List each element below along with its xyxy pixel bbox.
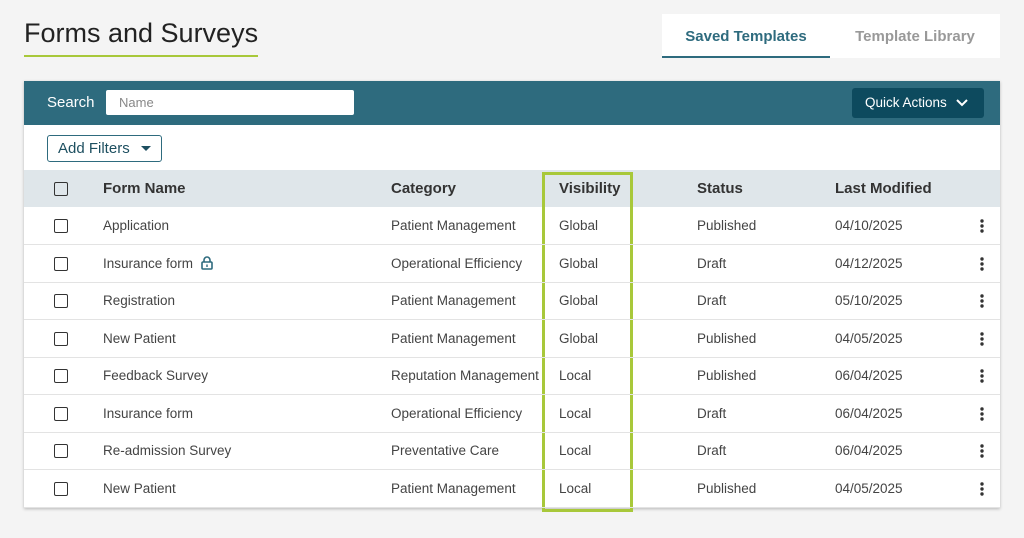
table-cell: New Patient	[103, 330, 176, 346]
row-menu[interactable]	[980, 368, 984, 389]
table-cell: 05/10/2025	[835, 293, 903, 308]
table-panel: Search Name Quick Actions Add Filters Fo…	[24, 81, 1000, 512]
title-underline	[24, 55, 258, 57]
checkbox[interactable]	[54, 219, 68, 233]
checkbox[interactable]	[54, 481, 68, 496]
add-filters[interactable]: Add Filters	[47, 135, 162, 162]
table-cell: Local	[559, 405, 592, 421]
column-header[interactable]: Form Name	[103, 180, 186, 197]
table-cell: New Patient	[103, 480, 176, 496]
search-input[interactable]: Name	[106, 90, 354, 115]
toolbar: Search Name Quick Actions	[24, 81, 1000, 125]
table-cell: Insurance form	[103, 255, 194, 271]
quick-actions[interactable]: Quick Actions	[852, 88, 984, 118]
table-row: Feedback Survey Reputation Management Loca…	[24, 357, 1000, 395]
search-label: Search	[47, 94, 95, 111]
column-header[interactable]: Category	[391, 180, 457, 197]
row-menu[interactable]	[980, 293, 984, 314]
table-cell: Local	[559, 480, 592, 496]
table-cell: Draft	[697, 293, 727, 308]
table-row: New Patient Patient Management Global Publi…	[24, 320, 1000, 358]
table-cell: 04/05/2025	[835, 330, 903, 346]
column-header[interactable]: Status	[697, 180, 743, 197]
table-cell: Insurance form	[103, 405, 194, 421]
tab[interactable]: Template Library	[855, 28, 975, 45]
table-cell: Registration	[103, 293, 176, 308]
placeholder: Name	[119, 95, 154, 110]
page-title: Forms and Surveys	[24, 18, 259, 48]
table-cell: Operational Efficiency	[391, 255, 523, 271]
checkbox[interactable]	[54, 444, 68, 458]
row-menu[interactable]	[980, 331, 984, 352]
table-cell: Patient Management	[391, 480, 516, 496]
column-header[interactable]: Last Modified	[835, 180, 932, 197]
table-cell: 06/04/2025	[835, 443, 903, 458]
table-cell: Local	[559, 368, 592, 383]
header-row: Form Name Category Visibility Status Last Mo…	[24, 170, 1000, 207]
lock-icon	[201, 255, 213, 275]
checkbox[interactable]	[54, 406, 68, 421]
column-header[interactable]: Visibility	[559, 180, 621, 197]
table-cell: 04/05/2025	[835, 480, 903, 496]
table-cell: Published	[697, 330, 757, 346]
table-cell: 06/04/2025	[835, 368, 903, 383]
table-cell: Local	[559, 443, 592, 458]
table-cell: Patient Management	[391, 293, 516, 308]
button-label: Quick Actions	[865, 95, 947, 110]
table-cell: Patient Management	[391, 330, 516, 346]
checkbox[interactable]	[54, 294, 68, 308]
table-cell: 04/10/2025	[835, 218, 903, 233]
checkbox[interactable]	[54, 256, 68, 271]
table-row: Insurance form Operational Efficiency Glob…	[24, 245, 1000, 283]
table-cell: 04/12/2025	[835, 255, 903, 271]
row-menu[interactable]	[980, 481, 984, 502]
table-cell: Global	[559, 293, 599, 308]
checkbox[interactable]	[54, 182, 68, 196]
table-cell: Published	[697, 480, 757, 496]
table-cell: Draft	[697, 443, 727, 458]
table-row: Application Patient Management Global Publi…	[24, 207, 1000, 245]
table-row: Re-admission Survey Preventative Care Loca…	[24, 432, 1000, 470]
table-cell: Global	[559, 255, 599, 271]
row-menu[interactable]	[980, 443, 984, 464]
caret	[141, 146, 151, 151]
column-highlight	[542, 172, 633, 512]
checkbox[interactable]	[54, 369, 68, 383]
table-cell: Feedback Survey	[103, 368, 209, 383]
tab[interactable]: Saved Templates	[662, 14, 830, 58]
table-cell: Published	[697, 218, 757, 233]
table-cell: Draft	[697, 255, 727, 271]
row-menu[interactable]	[980, 256, 984, 277]
row-menu[interactable]	[980, 218, 984, 239]
table-cell: Operational Efficiency	[391, 405, 523, 421]
button-label: Add Filters	[58, 140, 130, 157]
table-cell: Reputation Management	[391, 368, 539, 383]
table-cell: Global	[559, 218, 599, 233]
table-cell: Application	[103, 218, 170, 233]
table-row: Insurance form Operational Efficiency Loca…	[24, 395, 1000, 433]
table-cell: 06/04/2025	[835, 405, 903, 421]
checkbox[interactable]	[54, 331, 68, 346]
table-row: New Patient Patient Management Local Publis…	[24, 470, 1000, 508]
table-cell: Published	[697, 368, 757, 383]
row-menu[interactable]	[980, 406, 984, 427]
table-cell: Draft	[697, 405, 727, 421]
table-row: Registration Patient Management Global Draf…	[24, 282, 1000, 320]
chevron	[956, 99, 968, 107]
table-cell: Preventative Care	[391, 443, 500, 458]
table-cell: Patient Management	[391, 218, 516, 233]
table-cell: Re-admission Survey	[103, 443, 232, 458]
table-cell: Global	[559, 330, 599, 346]
tabs: Saved Templates Template Library	[662, 14, 1000, 58]
